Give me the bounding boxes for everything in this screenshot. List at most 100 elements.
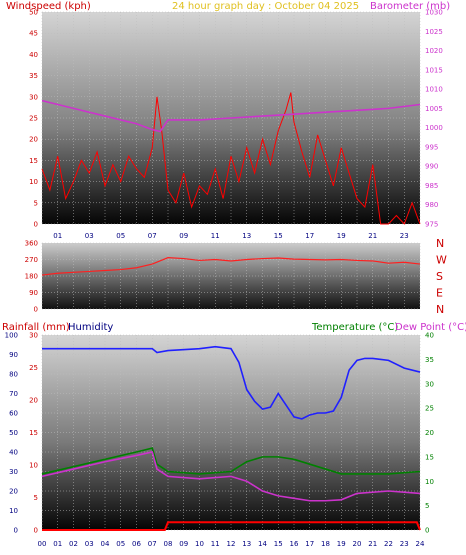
- x-tick-label: 13: [242, 232, 251, 240]
- chart-title: 24 hour graph day : October 04 2025: [172, 1, 359, 12]
- rain-tick-label: 30: [29, 332, 38, 340]
- wind-tick-label: 40: [29, 51, 38, 59]
- wind-tick-label: 15: [29, 157, 38, 165]
- x-tick-label-bottom: 10: [195, 540, 204, 548]
- baro-tick-label: 1000: [425, 124, 443, 132]
- x-tick-label-bottom: 14: [258, 540, 267, 548]
- dewpoint-axis-label: Dew Point (°C): [395, 322, 466, 333]
- direction-series: [41, 257, 421, 276]
- humidity-tick-label: 80: [9, 371, 18, 379]
- baro-tick-label: 1010: [425, 86, 443, 94]
- wind-tick-label: 5: [34, 199, 38, 207]
- x-tick-label-bottom: 22: [384, 540, 393, 548]
- x-tick-label-bottom: 01: [53, 540, 62, 548]
- wind-tick-label: 45: [29, 30, 38, 38]
- x-tick-label-bottom: 09: [179, 540, 188, 548]
- x-tick-label: 03: [85, 232, 94, 240]
- baro-axis-label: Barometer (mb): [370, 1, 450, 12]
- temperature-tick-label: 35: [425, 356, 434, 364]
- humidity-tick-label: 50: [9, 429, 18, 437]
- windspeed-series: [41, 92, 421, 225]
- wind-tick-label: 30: [29, 93, 38, 101]
- temperature-tick-label: 25: [425, 405, 434, 413]
- temperature-tick-label: 10: [425, 478, 434, 486]
- x-tick-label-bottom: 21: [368, 540, 377, 548]
- humidity-tick-label: 70: [9, 390, 18, 398]
- x-tick-label-bottom: 19: [337, 540, 346, 548]
- baro-tick-label: 1030: [425, 9, 443, 17]
- temperature-tick-label: 5: [425, 502, 429, 510]
- rain-tick-label: 5: [34, 494, 38, 502]
- x-tick-label: 21: [368, 232, 377, 240]
- baro-tick-label: 1020: [425, 47, 443, 55]
- x-tick-label-bottom: 18: [321, 540, 330, 548]
- x-tick-label: 23: [400, 232, 409, 240]
- wind-tick-label: 25: [29, 115, 38, 123]
- compass-label: N: [436, 303, 444, 316]
- humidity-tick-label: 20: [9, 488, 18, 496]
- rain-tick-label: 10: [29, 462, 38, 470]
- baro-tick-label: 985: [425, 182, 438, 190]
- temperature-series: [41, 447, 421, 475]
- baro-tick-label: 1025: [425, 28, 443, 36]
- wind-tick-label: 20: [29, 136, 38, 144]
- x-tick-label-bottom: 04: [101, 540, 110, 548]
- x-tick-label-bottom: 12: [227, 540, 236, 548]
- dewpoint-series: [41, 451, 421, 502]
- x-tick-label: 09: [179, 232, 188, 240]
- temperature-axis-label: Temperature (°C): [311, 322, 398, 333]
- x-tick-label-bottom: 24: [416, 540, 425, 548]
- x-tick-label: 11: [211, 232, 220, 240]
- wind-tick-label: 50: [29, 9, 38, 17]
- x-tick-label-bottom: 07: [148, 540, 157, 548]
- x-tick-label-bottom: 03: [85, 540, 94, 548]
- compass-label: S: [436, 270, 443, 283]
- x-tick-label-bottom: 23: [400, 540, 409, 548]
- x-tick-label-bottom: 08: [164, 540, 173, 548]
- humidity-tick-label: 0: [14, 527, 18, 535]
- direction-tick-label: 360: [25, 240, 38, 248]
- direction-tick-label: 90: [29, 289, 38, 297]
- direction-tick-label: 270: [25, 256, 38, 264]
- barometer-series: [41, 99, 421, 133]
- x-tick-label: 19: [337, 232, 346, 240]
- temperature-tick-label: 20: [425, 429, 434, 437]
- baro-tick-label: 990: [425, 163, 438, 171]
- wind-axis-label: Windspeed (kph): [6, 1, 91, 12]
- compass-label: W: [436, 254, 447, 267]
- temperature-tick-label: 15: [425, 453, 434, 461]
- baro-tick-label: 1015: [425, 66, 443, 74]
- x-tick-label: 01: [53, 232, 62, 240]
- rain-axis-label: Rainfall (mm): [2, 322, 70, 333]
- x-tick-label-bottom: 16: [290, 540, 299, 548]
- temperature-tick-label: 0: [425, 527, 429, 535]
- temperature-tick-label: 40: [425, 332, 434, 340]
- baro-tick-label: 995: [425, 143, 438, 151]
- temperature-tick-label: 30: [425, 380, 434, 388]
- x-tick-label: 17: [305, 232, 314, 240]
- rain-tick-label: 25: [29, 364, 38, 372]
- x-tick-label: 15: [274, 232, 283, 240]
- humidity-tick-label: 90: [9, 351, 18, 359]
- rain-tick-label: 15: [29, 429, 38, 437]
- humidity-tick-label: 100: [5, 332, 18, 340]
- rain-tick-label: 20: [29, 397, 38, 405]
- humidity-series: [42, 345, 421, 420]
- wind-tick-label: 0: [34, 221, 38, 229]
- x-tick-label-bottom: 15: [274, 540, 283, 548]
- x-tick-label: 07: [148, 232, 157, 240]
- x-tick-label: 05: [116, 232, 125, 240]
- x-tick-label-bottom: 13: [242, 540, 251, 548]
- humidity-tick-label: 40: [9, 449, 18, 457]
- x-tick-label-bottom: 06: [132, 540, 141, 548]
- baro-tick-label: 1005: [425, 105, 443, 113]
- baro-tick-label: 975: [425, 221, 438, 229]
- baro-tick-label: 980: [425, 201, 438, 209]
- humidity-tick-label: 10: [9, 507, 18, 515]
- x-tick-label-bottom: 02: [69, 540, 78, 548]
- wind-tick-label: 35: [29, 72, 38, 80]
- direction-tick-label: 180: [25, 273, 38, 281]
- x-tick-label-bottom: 00: [38, 540, 47, 548]
- direction-tick-label: 0: [34, 306, 38, 314]
- x-tick-label-bottom: 11: [211, 540, 220, 548]
